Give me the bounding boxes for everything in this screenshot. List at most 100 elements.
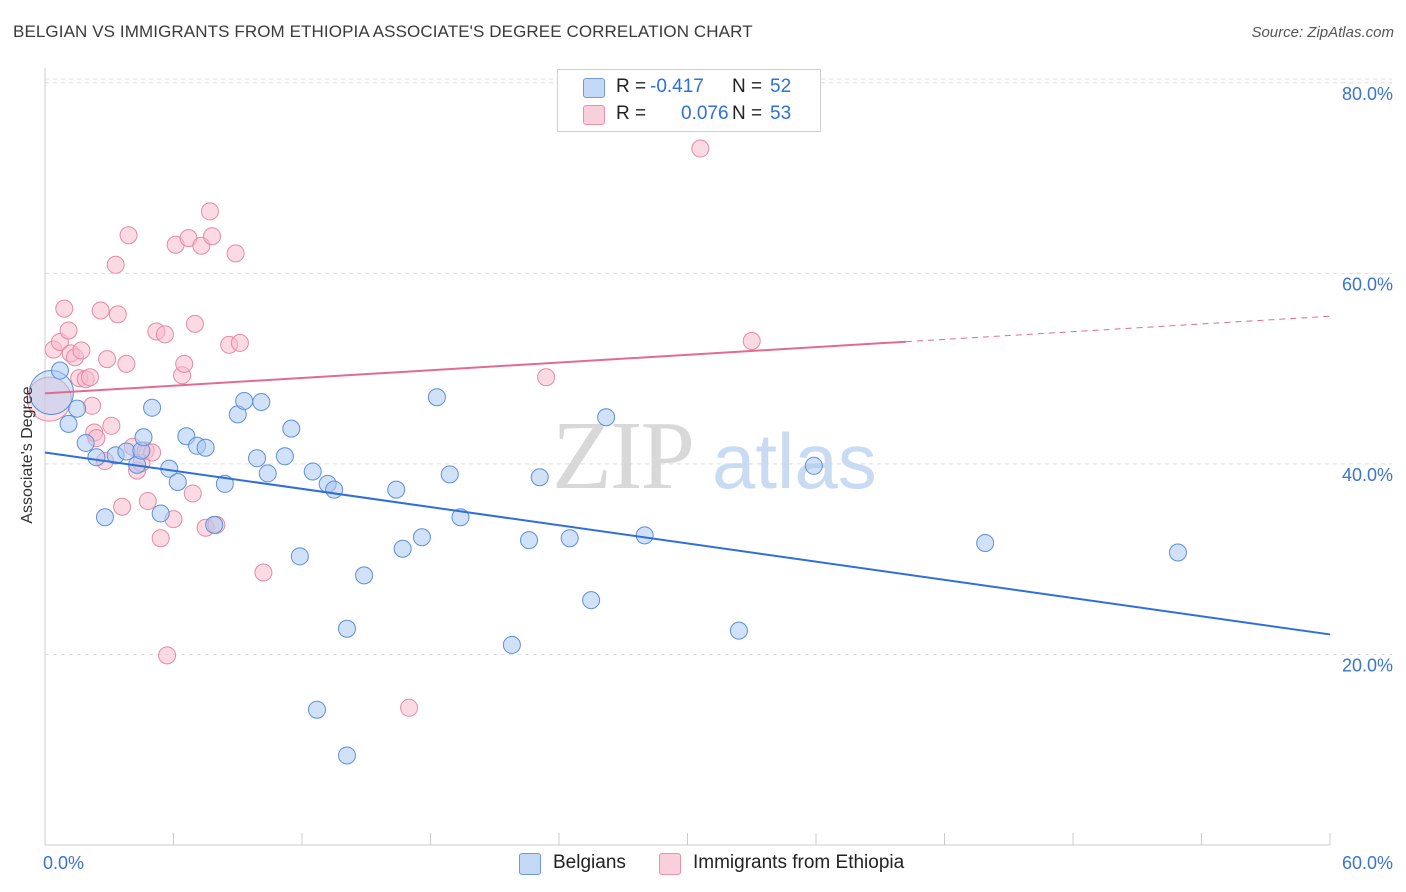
belgians-point — [393, 539, 412, 558]
belgians-point — [196, 438, 215, 457]
watermark-atlas: atlas — [712, 417, 877, 505]
belgians-point — [337, 619, 356, 638]
belgians-point — [412, 528, 431, 547]
ethiopia-point — [113, 497, 132, 516]
ethiopia-point — [138, 492, 157, 511]
ethiopia-point — [254, 563, 273, 582]
belgians-point — [50, 361, 69, 380]
belgians-point — [235, 392, 254, 411]
belgians-point — [205, 515, 224, 534]
ethiopia-point — [183, 484, 202, 503]
ethiopia-point — [108, 305, 127, 324]
belgians-point — [502, 635, 521, 654]
legend-n-label: N = — [732, 103, 763, 124]
tick-labels: 20.0% 40.0% 60.0% 80.0% 0.0% 60.0% — [43, 84, 1393, 873]
ethiopia-point — [98, 350, 117, 369]
ethiopia-point — [742, 332, 761, 351]
y-tick-label: 20.0% — [1342, 655, 1393, 675]
ethiopia-point — [59, 321, 78, 340]
y-tick-label: 60.0% — [1342, 274, 1393, 294]
ethiopia-point — [155, 325, 174, 344]
ethiopia-point — [691, 139, 710, 158]
y-tick-label: 80.0% — [1342, 84, 1393, 104]
belgians-point — [68, 399, 87, 418]
belgians-point — [325, 480, 344, 499]
y-axis-label: Associate's Degree — [19, 386, 36, 524]
belgians-point — [95, 508, 114, 527]
ethiopia-point — [158, 646, 177, 665]
belgians-point — [59, 414, 78, 433]
belgians-point — [307, 700, 326, 719]
legend-n-value-ethiopia: 53 — [770, 103, 792, 124]
legend-r-value-ethiopia: 0.076 — [681, 103, 729, 124]
ethiopia-point — [230, 333, 249, 352]
belgians-point — [440, 465, 459, 484]
belgians-point — [530, 468, 549, 487]
belgians-point — [258, 464, 277, 483]
belgians-trend-line — [44, 451, 1331, 636]
legend-n-label: N = — [732, 76, 763, 97]
legend-r-label: R = — [616, 76, 647, 97]
ethiopia-point — [55, 299, 74, 318]
gridlines — [45, 78, 1392, 655]
belgians-point — [427, 388, 446, 407]
series-belgians-points — [28, 361, 1187, 765]
trend-lines — [44, 315, 1331, 636]
belgians-point — [248, 449, 267, 468]
bottom-legend-label: Belgians — [553, 852, 626, 873]
belgians-point — [635, 526, 654, 545]
belgians-point — [252, 392, 271, 411]
belgians-point — [87, 448, 106, 467]
belgians-point — [582, 591, 601, 610]
ethiopia-point — [226, 244, 245, 263]
ethiopia-point — [72, 341, 91, 360]
belgians-point — [76, 433, 95, 452]
ethiopia-point — [400, 698, 419, 717]
correlation-legend: R = -0.417 N = 52 R = 0.076 N = 53 — [557, 69, 821, 132]
ethiopia-point — [117, 354, 136, 373]
belgians-point — [168, 473, 187, 492]
ethiopia-point — [83, 396, 102, 415]
ethiopia-point — [175, 354, 194, 373]
ethiopia-point — [151, 529, 170, 548]
belgians-point — [451, 508, 470, 527]
belgians-point — [560, 529, 579, 548]
belgians-point — [151, 504, 170, 523]
belgians-point — [729, 621, 748, 640]
ethiopia-point — [119, 226, 138, 245]
ethiopia-point — [203, 227, 222, 246]
belgians-point — [355, 566, 374, 585]
ethiopia-point — [80, 368, 99, 387]
x-tick-label: 0.0% — [43, 853, 84, 873]
ethiopia-trend-line-extension — [905, 315, 1331, 343]
legend-r-value-belgians: -0.417 — [650, 76, 704, 97]
belgians-point — [520, 531, 539, 550]
legend-swatch-pink — [583, 105, 605, 125]
ethiopia-point — [185, 314, 204, 333]
ethiopia-point — [102, 416, 121, 435]
bottom-legend-label: Immigrants from Ethiopia — [693, 852, 905, 873]
watermark-zip: ZIP — [552, 402, 693, 510]
belgians-point — [804, 456, 823, 475]
ethiopia-point — [91, 301, 110, 320]
belgians-point — [976, 533, 995, 552]
belgians-point — [337, 746, 356, 765]
belgians-point — [303, 462, 322, 481]
y-tick-label: 40.0% — [1342, 465, 1393, 485]
belgians-point — [597, 408, 616, 427]
legend-r-label: R = — [616, 103, 647, 124]
source-credit: Source: ZipAtlas.com — [1251, 24, 1394, 41]
legend-n-value-belgians: 52 — [770, 76, 792, 97]
x-tick-label: 60.0% — [1342, 853, 1393, 873]
ethiopia-trend-line — [44, 340, 907, 395]
belgians-point — [275, 447, 294, 466]
belgians-point — [143, 398, 162, 417]
belgians-point — [134, 428, 153, 447]
bottom-legend-swatch-blue — [519, 853, 541, 875]
belgians-point — [290, 547, 309, 566]
legend-swatch-blue — [583, 78, 605, 98]
bottom-legend-swatch-pink — [659, 853, 681, 875]
belgians-point — [282, 419, 301, 438]
belgians-point — [1168, 543, 1187, 562]
